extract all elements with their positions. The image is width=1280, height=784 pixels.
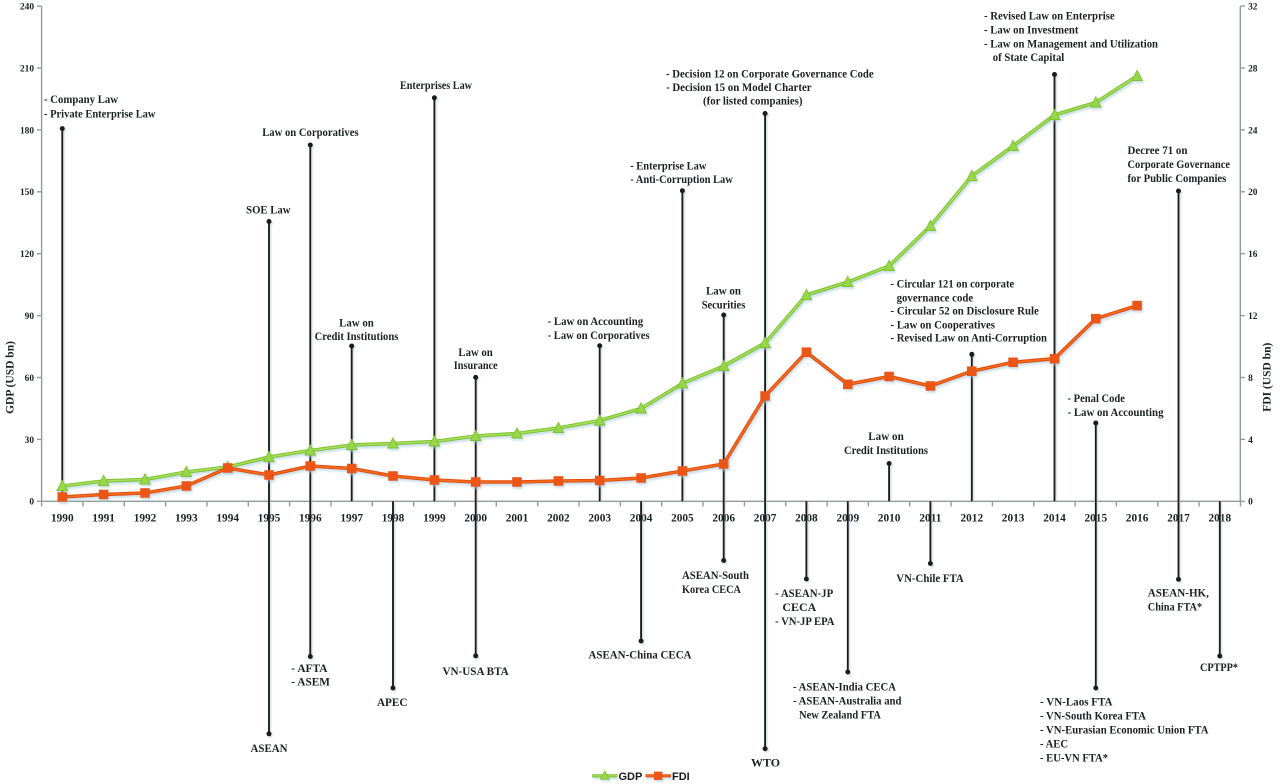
svg-text:- Private Enterprise Law: - Private Enterprise Law [44, 106, 156, 120]
svg-text:0: 0 [29, 498, 34, 508]
svg-text:- Law on Management and Utiliz: - Law on Management and Utilization [984, 36, 1158, 50]
svg-text:2002: 2002 [547, 512, 570, 524]
svg-text:- Law on Investment: - Law on Investment [984, 23, 1078, 37]
svg-text:Enterprises Law: Enterprises Law [400, 78, 472, 92]
svg-text:Credit Institutions: Credit Institutions [844, 443, 928, 457]
svg-text:2010: 2010 [878, 512, 901, 524]
svg-text:- Revised Law on Enterprise: - Revised Law on Enterprise [984, 9, 1115, 23]
svg-text:- Company Law: - Company Law [44, 92, 118, 106]
svg-text:32: 32 [1248, 3, 1258, 13]
svg-text:60: 60 [25, 374, 35, 384]
svg-text:VN-Chile FTA: VN-Chile FTA [896, 571, 964, 585]
svg-text:CECA: CECA [782, 600, 816, 614]
svg-text:WTO: WTO [751, 755, 780, 769]
svg-text:180: 180 [20, 126, 34, 136]
svg-text:24: 24 [1248, 126, 1258, 136]
svg-text:- AEC: - AEC [1040, 736, 1068, 750]
svg-text:Corporate Governance: Corporate Governance [1128, 157, 1231, 171]
svg-text:12: 12 [1248, 312, 1258, 322]
svg-text:Decree 71 on: Decree 71 on [1128, 143, 1188, 157]
svg-text:- Enterprise Law: - Enterprise Law [630, 159, 707, 173]
svg-text:2016: 2016 [1126, 512, 1149, 524]
svg-text:1990: 1990 [51, 512, 74, 524]
svg-text:ASEAN-HK,: ASEAN-HK, [1148, 585, 1209, 599]
svg-text:2014: 2014 [1043, 512, 1066, 524]
svg-text:0: 0 [1248, 498, 1253, 508]
svg-text:for Public Companies: for Public Companies [1128, 171, 1227, 185]
svg-text:2013: 2013 [1002, 512, 1025, 524]
svg-text:GDP: GDP [619, 771, 643, 783]
svg-text:240: 240 [20, 3, 34, 13]
svg-text:2012: 2012 [961, 512, 984, 524]
svg-text:30: 30 [25, 436, 35, 446]
svg-text:- Anti-Corruption Law: - Anti-Corruption Law [630, 172, 733, 186]
svg-text:16: 16 [1248, 250, 1258, 260]
svg-text:150: 150 [20, 188, 34, 198]
svg-text:1993: 1993 [175, 512, 198, 524]
svg-text:VN-USA BTA: VN-USA BTA [442, 664, 509, 678]
svg-text:2003: 2003 [588, 512, 611, 524]
svg-text:FDI: FDI [672, 771, 690, 783]
svg-text:Law on: Law on [339, 315, 374, 329]
svg-text:- Circular 52 on Disclosure Ru: - Circular 52 on Disclosure Rule [891, 304, 1040, 318]
svg-text:2005: 2005 [671, 512, 694, 524]
svg-text:- AFTA: - AFTA [291, 661, 328, 675]
svg-text:4: 4 [1248, 436, 1253, 446]
svg-text:- Revised Law on Anti-Corrupti: - Revised Law on Anti-Corruption [891, 331, 1048, 345]
svg-text:28: 28 [1248, 64, 1258, 74]
svg-text:of State Capital: of State Capital [993, 50, 1065, 64]
svg-text:Law on: Law on [458, 345, 493, 359]
svg-text:APEC: APEC [377, 695, 408, 709]
svg-text:Law on Corporatives: Law on Corporatives [262, 125, 359, 139]
svg-text:FDI (USD bn): FDI (USD bn) [1262, 343, 1274, 412]
svg-text:2001: 2001 [506, 512, 529, 524]
svg-text:- VN-South Korea FTA: - VN-South Korea FTA [1040, 709, 1146, 723]
svg-text:- ASEAN-Australia and: - ASEAN-Australia and [793, 694, 902, 708]
svg-text:governance code: governance code [897, 290, 974, 304]
svg-text:SOE Law: SOE Law [246, 202, 291, 216]
svg-text:- VN-JP EPA: - VN-JP EPA [775, 614, 835, 628]
svg-text:Credit Institutions: Credit Institutions [315, 329, 399, 343]
svg-text:Korea CECA: Korea CECA [682, 582, 741, 596]
svg-text:Law on: Law on [706, 284, 741, 298]
svg-text:- Decision 12 on Corporate Gov: - Decision 12 on Corporate Governance Co… [666, 66, 874, 80]
svg-text:- ASEAN-India CECA: - ASEAN-India CECA [793, 680, 896, 694]
svg-text:- Law on Accounting: - Law on Accounting [548, 314, 644, 328]
svg-text:New Zealand FTA: New Zealand FTA [799, 708, 881, 722]
svg-text:- Law on Corporatives: - Law on Corporatives [548, 328, 650, 342]
svg-text:- VN-Eurasian Economic Union F: - VN-Eurasian Economic Union FTA [1040, 723, 1209, 737]
svg-text:GDP (USD bn): GDP (USD bn) [5, 341, 17, 414]
svg-text:Insurance: Insurance [454, 358, 498, 372]
svg-text:CPTPP*: CPTPP* [1200, 660, 1238, 674]
svg-text:- Penal Code: - Penal Code [1068, 391, 1126, 405]
svg-text:1991: 1991 [92, 512, 115, 524]
svg-text:210: 210 [20, 64, 34, 74]
svg-text:ASEAN-South: ASEAN-South [682, 568, 749, 582]
svg-text:- Law on Accounting: - Law on Accounting [1068, 405, 1164, 419]
svg-text:1999: 1999 [423, 512, 446, 524]
svg-text:90: 90 [25, 312, 35, 322]
svg-text:1992: 1992 [134, 512, 157, 524]
svg-text:20: 20 [1248, 188, 1258, 198]
svg-text:Securities: Securities [702, 298, 746, 312]
svg-text:ASEAN-China CECA: ASEAN-China CECA [589, 648, 692, 662]
svg-text:1997: 1997 [340, 512, 363, 524]
svg-text:8: 8 [1248, 374, 1253, 384]
svg-text:- Circular 121 on corporate: - Circular 121 on corporate [891, 277, 1015, 291]
svg-text:1994: 1994 [216, 512, 239, 524]
svg-text:(for listed companies): (for listed companies) [703, 94, 803, 108]
svg-text:120: 120 [20, 250, 34, 260]
svg-text:ASEAN: ASEAN [251, 741, 288, 755]
svg-text:Law on: Law on [868, 429, 904, 443]
svg-text:- Decision 15 on Model Charter: - Decision 15 on Model Charter [666, 80, 812, 94]
svg-text:China FTA*: China FTA* [1148, 600, 1202, 614]
svg-text:- EU-VN FTA*: - EU-VN FTA* [1040, 750, 1108, 764]
svg-text:- ASEAN-JP: - ASEAN-JP [775, 586, 833, 600]
svg-text:- Law on Cooperatives: - Law on Cooperatives [891, 317, 996, 331]
svg-text:- ASEM: - ASEM [291, 675, 330, 689]
svg-text:- VN-Laos FTA: - VN-Laos FTA [1040, 695, 1113, 709]
